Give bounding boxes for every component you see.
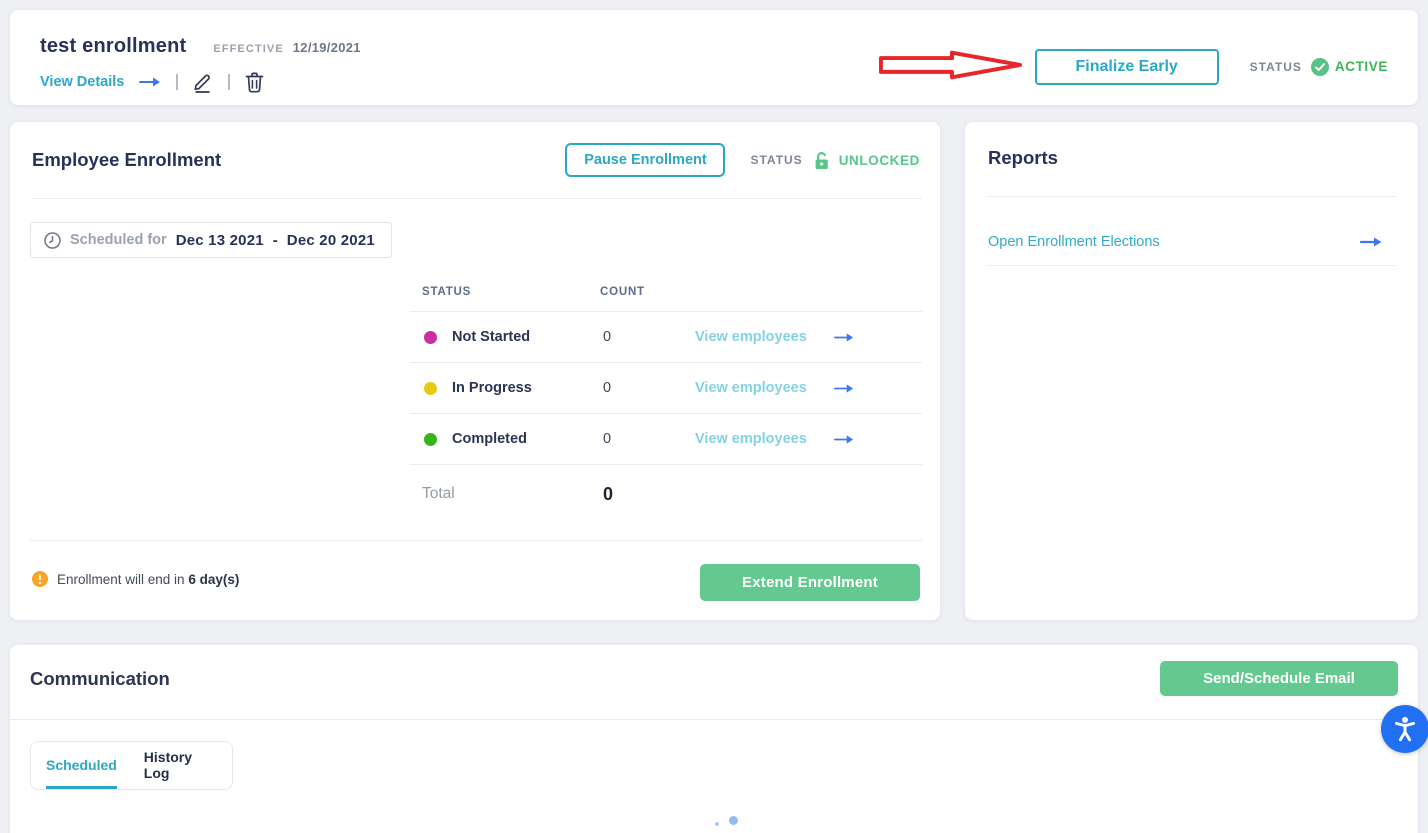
schedule-separator: - — [272, 231, 278, 249]
arrow-right-icon[interactable] — [833, 332, 854, 343]
arrow-right-icon[interactable] — [833, 383, 854, 394]
status-count: 0 — [603, 329, 612, 345]
arrow-right-icon[interactable] — [1360, 236, 1382, 248]
report-link-row[interactable]: Open Enrollment Elections — [988, 219, 1382, 265]
schedule-end-date: Dec 20 2021 — [286, 231, 375, 249]
tab-history-log[interactable]: History Log — [143, 749, 193, 781]
enrollment-status-block: Pause Enrollment STATUS UNLOCKED — [565, 142, 920, 178]
status-label: STATUS — [750, 153, 803, 167]
effective-label: EFFECTIVE — [213, 43, 284, 55]
table-total-row: Total 0 — [410, 465, 922, 523]
warning-text: Enrollment will end in — [57, 571, 185, 587]
warning-icon — [32, 571, 48, 587]
table-row: Completed 0 View employees — [410, 414, 922, 465]
arrow-right-icon[interactable] — [139, 76, 161, 88]
enrollment-header-card: test enrollment EFFECTIVE 12/19/2021 Vie… — [10, 10, 1418, 105]
loading-dot — [715, 822, 719, 826]
status-dot — [424, 432, 437, 446]
view-employees-link[interactable]: View employees — [695, 329, 807, 345]
enrollment-status-table: STATUS COUNT Not Started 0 View employee… — [410, 272, 922, 523]
scheduled-for-label: Scheduled for — [70, 232, 167, 248]
total-label: Total — [422, 485, 455, 502]
card-title: Reports — [988, 147, 1058, 168]
divider — [987, 265, 1396, 266]
pause-enrollment-button[interactable]: Pause Enrollment — [565, 143, 726, 177]
effective-date: 12/19/2021 — [292, 40, 361, 55]
card-title: Communication — [30, 668, 170, 689]
view-employees-link[interactable]: View employees — [695, 380, 807, 396]
column-header-status: STATUS — [422, 285, 472, 298]
red-annotation-arrow-icon — [877, 46, 1025, 87]
open-enrollment-elections-link[interactable]: Open Enrollment Elections — [988, 234, 1160, 250]
divider — [228, 74, 231, 90]
status-value: ACTIVE — [1334, 59, 1388, 74]
scheduled-range-box: Scheduled for Dec 13 2021 - Dec 20 2021 — [30, 222, 392, 258]
send-schedule-email-button[interactable]: Send/Schedule Email — [1160, 661, 1398, 696]
card-title: Employee Enrollment — [32, 149, 222, 170]
divider — [32, 198, 922, 199]
column-header-count: COUNT — [600, 285, 645, 298]
table-row: In Progress 0 View employees — [410, 363, 922, 414]
accessibility-person-icon — [1390, 714, 1420, 744]
communication-tabs: Scheduled History Log — [30, 741, 233, 790]
loading-dot — [729, 816, 738, 825]
page-title: test enrollment — [40, 35, 187, 57]
divider — [30, 540, 922, 541]
status-dot — [424, 381, 437, 395]
employee-enrollment-card: Employee Enrollment Pause Enrollment STA… — [10, 122, 940, 620]
reports-card: Reports Open Enrollment Elections — [965, 122, 1418, 620]
communication-card: Communication Send/Schedule Email Schedu… — [10, 645, 1418, 833]
edit-icon[interactable] — [193, 71, 213, 93]
tab-scheduled[interactable]: Scheduled — [46, 742, 117, 789]
view-employees-link[interactable]: View employees — [695, 431, 807, 447]
warning-days: 6 day(s) — [188, 571, 240, 587]
schedule-start-date: Dec 13 2021 — [175, 231, 264, 249]
delete-icon[interactable] — [245, 72, 264, 93]
divider — [176, 74, 179, 90]
divider — [10, 719, 1418, 720]
check-circle-icon — [1310, 57, 1329, 76]
header-actions: Finalize Early STATUS ACTIVE — [877, 46, 1388, 87]
status-label: STATUS — [1249, 59, 1302, 74]
arrow-right-icon[interactable] — [833, 434, 854, 445]
status-name: Completed — [452, 431, 527, 447]
status-name: Not Started — [452, 329, 531, 345]
status-dot — [424, 330, 437, 344]
status-value: UNLOCKED — [838, 152, 920, 168]
accessibility-widget-button[interactable] — [1381, 705, 1428, 753]
extend-enrollment-button[interactable]: Extend Enrollment — [700, 564, 920, 601]
clock-icon — [44, 231, 61, 249]
total-value: 0 — [603, 483, 614, 504]
enrollment-ending-warning: Enrollment will end in 6 day(s) — [32, 571, 239, 587]
unlocked-padlock-icon — [813, 151, 831, 170]
divider — [987, 196, 1396, 197]
table-header-row: STATUS COUNT — [410, 272, 922, 312]
status-count: 0 — [603, 380, 612, 396]
status-name: In Progress — [452, 380, 532, 396]
enrollment-title-block: test enrollment EFFECTIVE 12/19/2021 Vie… — [40, 35, 361, 93]
status-count: 0 — [603, 431, 612, 447]
finalize-early-button[interactable]: Finalize Early — [1034, 48, 1219, 85]
view-details-link[interactable]: View Details — [40, 74, 125, 90]
table-row: Not Started 0 View employees — [410, 312, 922, 363]
